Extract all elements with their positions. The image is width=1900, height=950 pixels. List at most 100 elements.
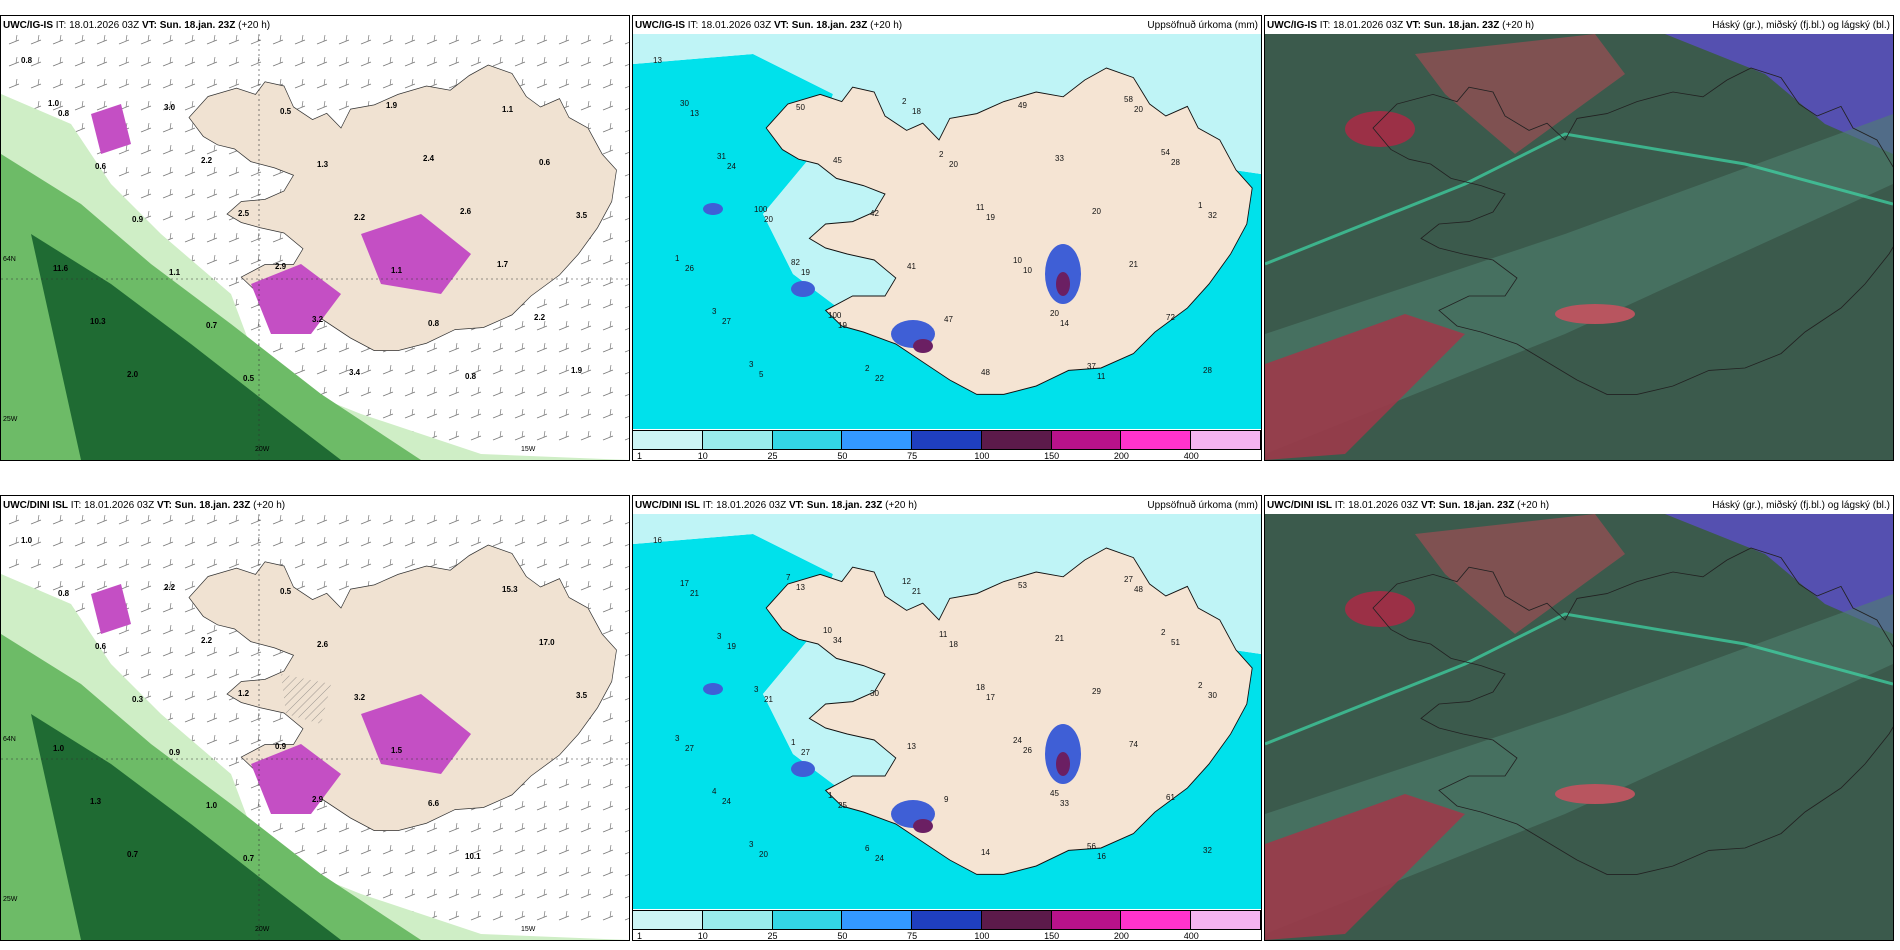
it-label: IT: <box>687 20 699 31</box>
meteogram-value: 3.2 <box>354 693 366 702</box>
meteogram-value: 0.8 <box>58 589 70 598</box>
meteogram-value: 2.2 <box>164 583 176 592</box>
low-cloud-region <box>1665 34 1893 154</box>
panel-header: UWC/IG-IS IT: 18.01.2026 03Z VT: Sun. 18… <box>635 20 902 31</box>
legend-tick-label: 200 <box>1113 931 1129 941</box>
panel-header: UWC/IG-IS IT: 18.01.2026 03Z VT: Sun. 18… <box>1267 20 1534 31</box>
precip-core-west <box>703 203 723 215</box>
meteogram-value: 3.0 <box>164 103 176 112</box>
precip-map <box>633 34 1261 460</box>
legend-swatch <box>772 431 843 449</box>
meteogram-value: 0.9 <box>132 215 144 224</box>
precip-value: 10 <box>1023 266 1032 275</box>
meteogram-value: 0.7 <box>127 850 139 859</box>
precip-value: 21 <box>912 587 921 596</box>
map-panel-3: UWC/IG-IS IT: 18.01.2026 03Z VT: Sun. 18… <box>1264 15 1894 461</box>
legend-swatch <box>1191 431 1261 449</box>
legend-swatch <box>633 911 703 929</box>
precip-heavy <box>31 234 341 460</box>
panel-variable-title: Uppsöfnuð úrkoma (mm) <box>1147 20 1258 31</box>
meteogram-value: 0.5 <box>243 374 255 383</box>
model-name: UWC/IG-IS <box>1267 20 1317 31</box>
it-label: IT: <box>55 20 67 31</box>
meteogram-value: 3.4 <box>349 368 361 377</box>
meteogram-value: 2.6 <box>317 640 329 649</box>
legend-swatch <box>912 911 982 929</box>
precip-value: 2 <box>939 150 944 159</box>
precip-value: 28 <box>1203 366 1212 375</box>
legend-swatch <box>842 911 913 929</box>
precip-value: 1 <box>1198 201 1203 210</box>
precip-value: 22 <box>875 374 884 383</box>
legend-swatch <box>981 911 1052 929</box>
legend-tick-label: 100 <box>974 451 990 461</box>
meteogram-value: 1.1 <box>391 266 403 275</box>
precip-value: 27 <box>722 317 731 326</box>
high-cloud-sw <box>1265 314 1465 460</box>
precip-value: 3 <box>717 632 722 641</box>
precip-value: 32 <box>1203 846 1212 855</box>
precip-value: 17 <box>680 579 689 588</box>
it-label: IT: <box>1334 500 1346 511</box>
vt-label: VT: <box>156 500 172 511</box>
precip-value: 45 <box>833 156 842 165</box>
precip-value: 72 <box>1166 313 1175 322</box>
precip-value: 24 <box>1013 736 1022 745</box>
legend-tick-label: 10 <box>697 931 708 941</box>
precip-value: 28 <box>1171 158 1180 167</box>
precip-value: 33 <box>1060 799 1069 808</box>
legend-swatch <box>912 431 982 449</box>
snow-region-east <box>361 694 471 774</box>
legend-swatch <box>1051 911 1122 929</box>
precip-value: 47 <box>944 315 953 324</box>
precip-value: 9 <box>944 795 949 804</box>
meteogram-value: 1.0 <box>206 801 218 810</box>
cloud-map <box>1265 34 1893 460</box>
precip-value: 14 <box>1060 319 1069 328</box>
legend-tick-label: 150 <box>1044 931 1060 941</box>
precip-value: 32 <box>1208 211 1217 220</box>
precip-value: 12 <box>902 577 911 586</box>
precip-value: 5 <box>759 370 764 379</box>
meteogram-value: 0.8 <box>21 56 33 65</box>
legend-swatch <box>633 431 703 449</box>
vt-label: VT: <box>1420 500 1436 511</box>
precip-value: 1 <box>791 738 796 747</box>
valid-time: Sun. 18.jan. 23Z <box>1438 500 1515 511</box>
meteogram-value: 1.1 <box>502 105 514 114</box>
lead-time: (+20 h) <box>1502 20 1535 31</box>
precip-value: 13 <box>653 56 662 65</box>
precip-value: 3 <box>712 307 717 316</box>
meteogram-value: 15.3 <box>502 585 518 594</box>
cloud-edge-line <box>1265 612 1893 746</box>
lead-time: (+20 h) <box>238 20 271 31</box>
high-cloud-north <box>1415 514 1625 634</box>
panel-variable-title: Háský (gr.), miðský (fj.bl.) og lágský (… <box>1712 500 1890 511</box>
precip-value: 27 <box>1124 575 1133 584</box>
valid-time: Sun. 18.jan. 23Z <box>806 500 883 511</box>
high-cloud-north <box>1415 34 1625 154</box>
precip-value: 3 <box>675 734 680 743</box>
graticule-label: 25W <box>3 896 18 903</box>
meteogram-value: 3.5 <box>576 691 588 700</box>
panel-header: UWC/IG-IS IT: 18.01.2026 03Z VT: Sun. 18… <box>3 20 270 31</box>
precip-value: 13 <box>796 583 805 592</box>
it-label: IT: <box>70 500 82 511</box>
precip-value: 50 <box>796 103 805 112</box>
precip-value: 48 <box>981 368 990 377</box>
meteogram-value: 11.6 <box>53 264 69 273</box>
precip-value: 48 <box>1134 585 1143 594</box>
precip-core-south-max <box>913 339 933 353</box>
met-map <box>1 514 629 940</box>
graticule-label: 64N <box>3 736 16 743</box>
meteogram-value: 10.3 <box>90 317 106 326</box>
model-name: UWC/DINI ISL <box>635 500 700 511</box>
meteogram-value: 6.6 <box>428 799 440 808</box>
snow-region-northwest <box>91 584 131 634</box>
precip-core-west <box>703 683 723 695</box>
meteogram-value: 0.6 <box>95 162 107 171</box>
precip-value: 3 <box>749 360 754 369</box>
precip-value: 21 <box>764 695 773 704</box>
meteogram-value: 10.1 <box>465 852 481 861</box>
precip-value: 56 <box>1087 842 1096 851</box>
